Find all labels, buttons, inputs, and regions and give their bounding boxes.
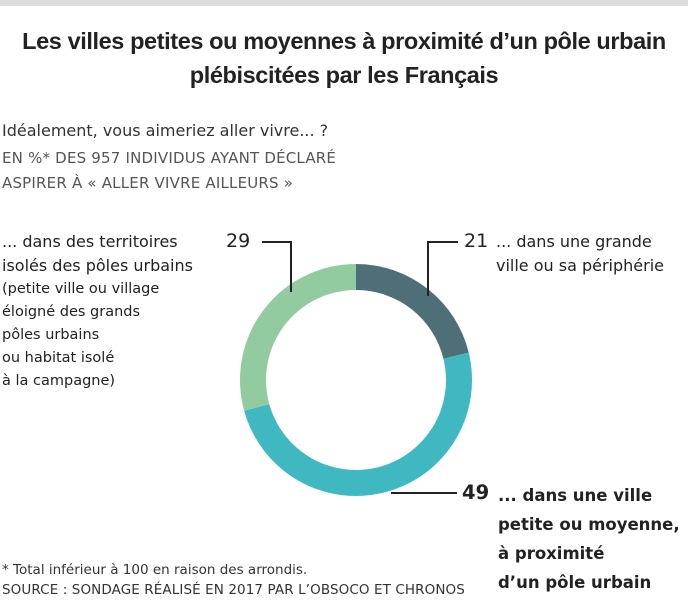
slice-small-town — [244, 352, 473, 497]
chart-title: Les villes petites ou moyennes à proximi… — [0, 24, 688, 92]
label-note-line: (petite ville ou village — [2, 281, 160, 297]
slice-value-small-town: 49 — [462, 481, 490, 504]
slice-label-isolated: ... dans des territoires isolés des pôle… — [2, 230, 193, 393]
title-line-2: plébiscitées par les Français — [189, 62, 499, 88]
label-line: ... dans une grande — [496, 232, 652, 251]
label-line: ... dans des territoires — [2, 232, 178, 251]
label-line: ... dans une ville — [498, 486, 653, 505]
slice-value-isolated: 29 — [226, 230, 251, 252]
slice-value-large-city: 21 — [464, 230, 489, 252]
slice-label-small-town: ... dans une ville petite ou moyenne, à … — [498, 481, 680, 597]
slice-large-city — [356, 264, 469, 359]
leader-line-right — [427, 241, 458, 296]
label-note-line: éloigné des grands — [2, 304, 141, 320]
subtitle-line-2: ASPIRER À « ALLER VIVRE AILLEURS » — [2, 174, 294, 192]
subtitle-line-1: EN %* DES 957 INDIVIDUS AYANT DÉCLARÉ — [2, 149, 337, 167]
top-rule — [0, 0, 688, 6]
label-line: d’un pôle urbain — [498, 573, 652, 592]
survey-question: Idéalement, vous aimeriez aller vivre...… — [2, 121, 329, 140]
footnote: * Total inférieur à 100 en raison des ar… — [2, 562, 308, 578]
source-note: SOURCE : SONDAGE RÉALISÉ EN 2017 PAR L’O… — [2, 582, 465, 598]
donut-slices — [240, 264, 473, 497]
slice-label-large-city: ... dans une grande ville ou sa périphér… — [496, 230, 664, 278]
leader-lines — [262, 241, 458, 494]
label-line: petite ou moyenne, — [498, 515, 680, 534]
label-line: ville ou sa périphérie — [496, 256, 665, 275]
label-note-line: pôles urbains — [2, 327, 100, 343]
title-line-1: Les villes petites ou moyennes à proximi… — [22, 28, 666, 54]
chart-subtitle: EN %* DES 957 INDIVIDUS AYANT DÉCLARÉ AS… — [2, 146, 336, 196]
label-line: isolés des pôles urbains — [2, 256, 193, 275]
label-line: à proximité — [498, 544, 605, 563]
leader-line-left — [262, 241, 292, 292]
slice-isolated — [240, 264, 356, 411]
label-note-line: à la campagne) — [2, 373, 116, 389]
label-note-line: ou habitat isolé — [2, 350, 115, 366]
